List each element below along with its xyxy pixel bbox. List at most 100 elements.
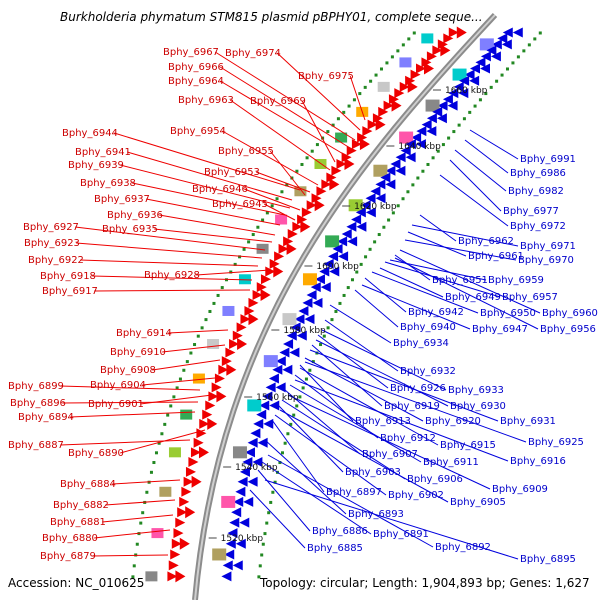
reverse-gene-label[interactable]: Bphy_6919 — [384, 401, 440, 412]
forward-leader-line — [162, 344, 226, 353]
reverse-gene-label[interactable]: Bphy_6912 — [380, 433, 436, 444]
forward-gene-label[interactable]: Bphy_6922 — [28, 255, 84, 266]
forward-leader-line — [114, 132, 301, 191]
forward-gene-glyph — [265, 266, 276, 277]
forward-gene-label[interactable]: Bphy_6901 — [88, 399, 144, 410]
forward-gene-label[interactable]: Bphy_6914 — [116, 328, 172, 339]
forward-gene-label[interactable]: Bphy_6879 — [40, 551, 96, 562]
marker-dot — [326, 326, 330, 330]
marker-dot — [390, 55, 394, 59]
reverse-gene-label[interactable]: Bphy_6991 — [520, 154, 576, 165]
reverse-gene-label[interactable]: Bphy_6907 — [362, 449, 418, 460]
forward-gene-label[interactable]: Bphy_6975 — [298, 71, 354, 82]
forward-gene-label[interactable]: Bphy_6917 — [42, 286, 98, 297]
reverse-gene-label[interactable]: Bphy_6947 — [472, 324, 528, 335]
reverse-gene-label[interactable]: Bphy_6962 — [458, 236, 514, 247]
forward-gene-label[interactable]: Bphy_6887 — [8, 440, 64, 451]
reverse-gene-label[interactable]: Bphy_6959 — [488, 275, 544, 286]
reverse-gene-label[interactable]: Bphy_6891 — [373, 529, 429, 540]
reverse-gene-label[interactable]: Bphy_6951 — [432, 275, 488, 286]
marker-dot — [387, 218, 391, 222]
reverse-gene-label[interactable]: Bphy_6916 — [510, 456, 566, 467]
reverse-gene-label[interactable]: Bphy_6906 — [407, 474, 463, 485]
reverse-gene-label[interactable]: Bphy_6909 — [492, 484, 548, 495]
forward-gene-label[interactable]: Bphy_6884 — [60, 479, 116, 490]
reverse-gene-label[interactable]: Bphy_6885 — [307, 543, 363, 554]
reverse-gene-label[interactable]: Bphy_6957 — [502, 292, 558, 303]
reverse-gene-label[interactable]: Bphy_6892 — [435, 542, 491, 553]
reverse-gene-glyph — [290, 322, 301, 333]
reverse-gene-label[interactable]: Bphy_6960 — [542, 308, 598, 319]
forward-gene-label[interactable]: Bphy_6935 — [102, 224, 158, 235]
reverse-gene-label[interactable]: Bphy_6970 — [518, 255, 574, 266]
forward-gene-label[interactable]: Bphy_6896 — [10, 398, 66, 409]
reverse-gene-label[interactable]: Bphy_6986 — [510, 168, 566, 179]
forward-gene-label[interactable]: Bphy_6937 — [94, 194, 150, 205]
reverse-gene-label[interactable]: Bphy_6895 — [520, 554, 576, 565]
reverse-gene-label[interactable]: Bphy_6886 — [312, 526, 368, 537]
forward-gene-label[interactable]: Bphy_6938 — [80, 178, 136, 189]
reverse-gene-label[interactable]: Bphy_6982 — [508, 186, 564, 197]
forward-gene-label[interactable]: Bphy_6954 — [170, 126, 226, 137]
reverse-gene-glyph — [346, 221, 357, 232]
reverse-gene-label[interactable]: Bphy_6915 — [440, 440, 496, 451]
forward-gene-label[interactable]: Bphy_6969 — [250, 96, 306, 107]
forward-gene-label[interactable]: Bphy_6974 — [225, 48, 281, 59]
forward-gene-label[interactable]: Bphy_6964 — [168, 76, 224, 87]
reverse-gene-label[interactable]: Bphy_6934 — [393, 338, 449, 349]
forward-gene-label[interactable]: Bphy_6939 — [68, 160, 124, 171]
reverse-gene-label[interactable]: Bphy_6931 — [500, 416, 556, 427]
reverse-gene-label[interactable]: Bphy_6926 — [390, 383, 446, 394]
forward-gene-label[interactable]: Bphy_6882 — [53, 500, 109, 511]
forward-gene-label[interactable]: Bphy_6945 — [212, 199, 268, 210]
forward-gene-label[interactable]: Bphy_6904 — [90, 380, 146, 391]
reverse-gene-label[interactable]: Bphy_6902 — [388, 490, 444, 501]
forward-gene-label[interactable]: Bphy_6881 — [50, 517, 106, 528]
reverse-gene-label[interactable]: Bphy_6971 — [520, 241, 576, 252]
forward-gene-label[interactable]: Bphy_6941 — [75, 147, 131, 158]
reverse-gene-label[interactable]: Bphy_6911 — [423, 457, 479, 468]
forward-gene-label[interactable]: Bphy_6910 — [110, 347, 166, 358]
forward-gene-label[interactable]: Bphy_6953 — [204, 167, 260, 178]
forward-gene-label[interactable]: Bphy_6928 — [144, 270, 200, 281]
forward-gene-label[interactable]: Bphy_6894 — [18, 412, 74, 423]
forward-gene-label[interactable]: Bphy_6946 — [192, 184, 248, 195]
reverse-gene-label[interactable]: Bphy_6977 — [503, 206, 559, 217]
reverse-gene-label[interactable]: Bphy_6933 — [448, 385, 504, 396]
reverse-gene-label[interactable]: Bphy_6920 — [425, 416, 481, 427]
forward-gene-label[interactable]: Bphy_6908 — [100, 365, 156, 376]
forward-gene-label[interactable]: Bphy_6944 — [62, 128, 118, 139]
forward-gene-label[interactable]: Bphy_6890 — [68, 448, 124, 459]
reverse-gene-label[interactable]: Bphy_6949 — [445, 292, 501, 303]
forward-gene-label[interactable]: Bphy_6927 — [23, 222, 79, 233]
forward-gene-label[interactable]: Bphy_6918 — [40, 271, 96, 282]
reverse-gene-label[interactable]: Bphy_6956 — [540, 324, 596, 335]
reverse-gene-glyph — [375, 179, 386, 190]
reverse-gene-label[interactable]: Bphy_6925 — [528, 437, 584, 448]
forward-gene-label[interactable]: Bphy_6899 — [8, 381, 64, 392]
reverse-gene-label[interactable]: Bphy_6950 — [480, 308, 536, 319]
forward-gene-glyph — [399, 81, 410, 92]
reverse-gene-label[interactable]: Bphy_6893 — [348, 509, 404, 520]
forward-gene-label[interactable]: Bphy_6963 — [178, 95, 234, 106]
forward-gene-label[interactable]: Bphy_6967 — [163, 47, 219, 58]
forward-gene-label[interactable]: Bphy_6923 — [24, 238, 80, 249]
reverse-gene-label[interactable]: Bphy_6905 — [450, 497, 506, 508]
reverse-gene-label[interactable]: Bphy_6972 — [510, 221, 566, 232]
reverse-gene-label[interactable]: Bphy_6913 — [355, 416, 411, 427]
forward-gene-label[interactable]: Bphy_6966 — [168, 62, 224, 73]
marker-dot — [326, 130, 330, 134]
forward-gene-label[interactable]: Bphy_6880 — [42, 533, 98, 544]
forward-leader-line — [168, 329, 229, 334]
reverse-gene-glyph — [262, 391, 273, 402]
reverse-gene-label[interactable]: Bphy_6942 — [408, 307, 464, 318]
reverse-gene-glyph — [250, 428, 261, 439]
reverse-gene-label[interactable]: Bphy_6897 — [326, 487, 382, 498]
forward-gene-label[interactable]: Bphy_6955 — [218, 146, 274, 157]
reverse-gene-label[interactable]: Bphy_6930 — [450, 401, 506, 412]
reverse-gene-label[interactable]: Bphy_6932 — [400, 366, 456, 377]
reverse-gene-label[interactable]: Bphy_6961 — [468, 251, 524, 262]
reverse-gene-label[interactable]: Bphy_6903 — [345, 467, 401, 478]
reverse-gene-label[interactable]: Bphy_6940 — [400, 322, 456, 333]
forward-gene-label[interactable]: Bphy_6936 — [107, 210, 163, 221]
